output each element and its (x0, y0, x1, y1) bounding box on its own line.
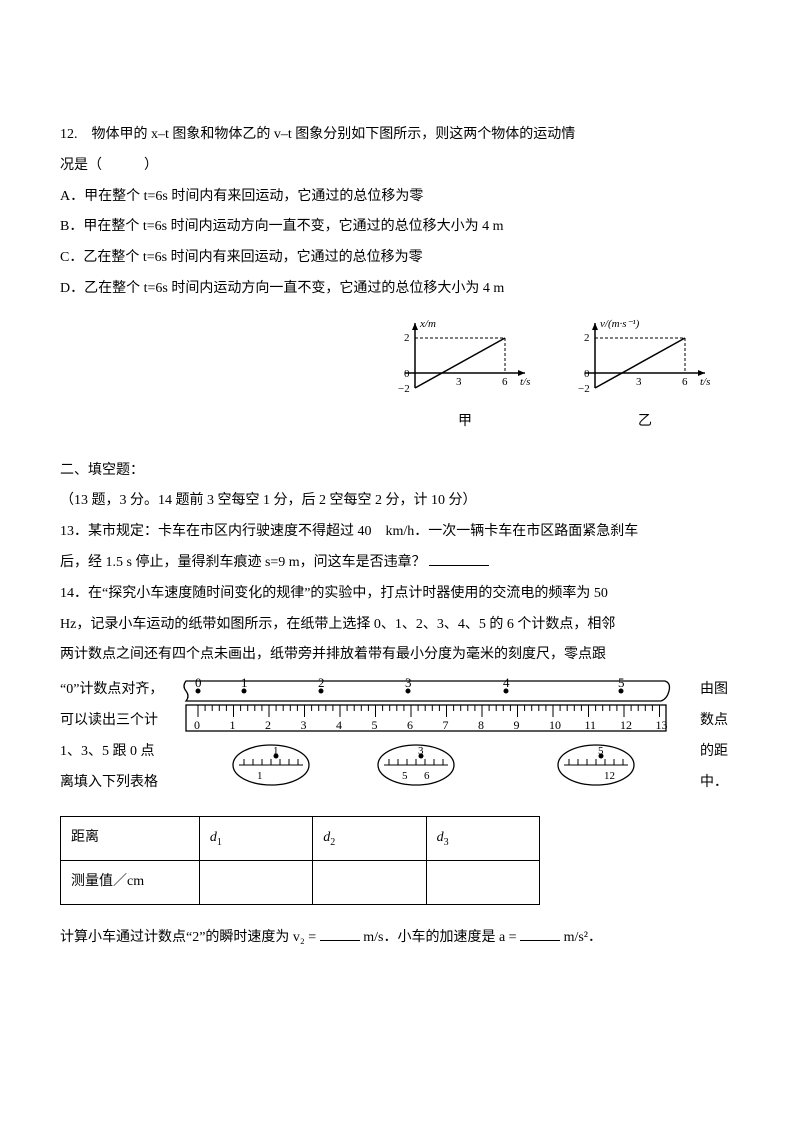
svg-text:5: 5 (372, 718, 378, 732)
svg-text:3: 3 (301, 718, 307, 732)
ruler-tape-icon: 0 1 2 3 4 5 012345678910111213 11356512 (176, 675, 676, 795)
svg-text:12: 12 (604, 770, 615, 782)
svg-text:3: 3 (418, 745, 424, 757)
q13-line2-text: 后，经 1.5 s 停止，量得刹车痕迹 s=9 m，问这车是否违章？ (60, 555, 426, 570)
svg-text:11: 11 (585, 718, 597, 732)
tape-mark-3: 3 (405, 675, 412, 690)
q14-right-3: 的距 (700, 737, 740, 768)
svg-text:4: 4 (336, 718, 342, 732)
q12-opt-b: B．甲在整个 t=6s 时间内运动方向一直不变，它通过的总位移大小为 4 m (60, 212, 740, 243)
q14-l1: 14．在“探究小车速度随时间变化的规律”的实验中，打点计时器使用的交流电的频率为… (60, 579, 740, 610)
svg-text:1: 1 (257, 770, 263, 782)
x-tick-3: 3 (456, 376, 462, 388)
chart-jia: x/m 2 0 −2 3 6 t/s 甲 (390, 313, 540, 438)
svg-text:5: 5 (402, 770, 408, 782)
svg-text:6: 6 (424, 770, 430, 782)
q12-charts: x/m 2 0 −2 3 6 t/s 甲 v/(m·s⁻¹) 2 0 (60, 313, 740, 438)
vt-graph-icon: v/(m·s⁻¹) 2 0 −2 3 6 t/s (570, 313, 720, 403)
x-axis-label: t/s (520, 376, 530, 388)
xt-graph-icon: x/m 2 0 −2 3 6 t/s (390, 313, 540, 403)
q14-final-c: m/s²． (564, 930, 602, 945)
y-axis-label: v/(m·s⁻¹) (600, 318, 640, 330)
y-tick-neg2: −2 (578, 383, 590, 395)
table-r2c4[interactable] (426, 861, 539, 905)
y-tick-neg2: −2 (398, 383, 410, 395)
q12-opt-a: A．甲在整个 t=6s 时间内有来回运动，它通过的总位移为零 (60, 182, 740, 213)
tape-mark-2: 2 (318, 675, 325, 690)
q13-line2: 后，经 1.5 s 停止，量得刹车痕迹 s=9 m，问这车是否违章？ (60, 548, 740, 579)
q14-final: 计算小车通过计数点“2”的瞬时速度为 v₂ = m/s．小车的加速度是 a = … (60, 923, 740, 954)
y-tick-0: 0 (404, 368, 410, 380)
table-r1c3: d2 (313, 817, 426, 861)
q14-l2: Hz，记录小车运动的纸带如图所示，在纸带上选择 0、1、2、3、4、5 的 6 … (60, 610, 740, 641)
x-tick-3: 3 (636, 376, 642, 388)
svg-text:0: 0 (194, 718, 200, 732)
table-r2c2[interactable] (199, 861, 312, 905)
q14-figure-row: “0”计数点对齐， 可以读出三个计 1、3、5 跟 0 点 离填入下列表格 0 (60, 675, 740, 798)
y-axis-label: x/m (419, 318, 436, 330)
x-tick-6: 6 (682, 376, 688, 388)
svg-text:1: 1 (273, 745, 279, 757)
y-tick-0: 0 (584, 368, 590, 380)
svg-text:5: 5 (598, 745, 604, 757)
y-tick-2: 2 (584, 332, 590, 344)
y-tick-2: 2 (404, 332, 410, 344)
tape-mark-5: 5 (618, 675, 625, 690)
chart-yi: v/(m·s⁻¹) 2 0 −2 3 6 t/s 乙 (570, 313, 720, 438)
table-r2c3[interactable] (313, 861, 426, 905)
tape-mark-0: 0 (195, 675, 202, 690)
a-blank[interactable] (520, 926, 560, 941)
q13-line1: 13．某市规定：卡车在市区内行驶速度不得超过 40 km/h．一次一辆卡车在市区… (60, 517, 740, 548)
q14-right-4: 中． (700, 768, 740, 799)
svg-text:8: 8 (478, 718, 484, 732)
q14-final-a: 计算小车通过计数点“2”的瞬时速度为 v₂ = (60, 930, 316, 945)
svg-text:12: 12 (620, 718, 632, 732)
section-2-title: 二、填空题： (60, 456, 740, 487)
svg-text:10: 10 (549, 718, 561, 732)
table-r1c1: 距离 (61, 817, 200, 861)
table-r1c2: d1 (199, 817, 312, 861)
q14-final-b: m/s．小车的加速度是 a = (363, 930, 516, 945)
q13-blank[interactable] (429, 551, 489, 566)
svg-text:7: 7 (443, 718, 449, 732)
svg-text:2: 2 (265, 718, 271, 732)
distance-table: 距离 d1 d2 d3 测量值／cm (60, 816, 540, 905)
svg-text:9: 9 (514, 718, 520, 732)
tape-mark-4: 4 (503, 675, 510, 690)
q14-left-4: 离填入下列表格 (60, 768, 170, 799)
svg-text:1: 1 (230, 718, 236, 732)
x-tick-6: 6 (502, 376, 508, 388)
tape-mark-1: 1 (241, 675, 248, 690)
section-2-note: （13 题，3 分。14 题前 3 空每空 1 分，后 2 空每空 2 分，计 … (60, 486, 740, 517)
svg-text:13: 13 (656, 718, 668, 732)
q12-opt-d: D．乙在整个 t=6s 时间内运动方向一直不变，它通过的总位移大小为 4 m (60, 274, 740, 305)
q14-right-2: 数点 (700, 706, 740, 737)
table-r2c1: 测量值／cm (61, 861, 200, 905)
q12-header-2: 况是（ ） (60, 151, 740, 182)
q12-header: 12. 物体甲的 x–t 图象和物体乙的 v–t 图象分别如下图所示，则这两个物… (60, 120, 740, 151)
q14-l3: 两计数点之间还有四个点未画出，纸带旁并排放着带有最小分度为毫米的刻度尺，零点跟 (60, 640, 740, 671)
chart-yi-caption: 乙 (570, 407, 720, 438)
x-axis-label: t/s (700, 376, 710, 388)
q14-left-2: 可以读出三个计 (60, 706, 170, 737)
q14-left-1: “0”计数点对齐， (60, 675, 170, 706)
q14-left-3: 1、3、5 跟 0 点 (60, 737, 170, 768)
svg-text:6: 6 (407, 718, 413, 732)
table-r1c4: d3 (426, 817, 539, 861)
q14-right-1: 由图 (700, 675, 740, 706)
v2-blank[interactable] (320, 926, 360, 941)
q12-opt-c: C．乙在整个 t=6s 时间内有来回运动，它通过的总位移为零 (60, 243, 740, 274)
chart-jia-caption: 甲 (390, 407, 540, 438)
